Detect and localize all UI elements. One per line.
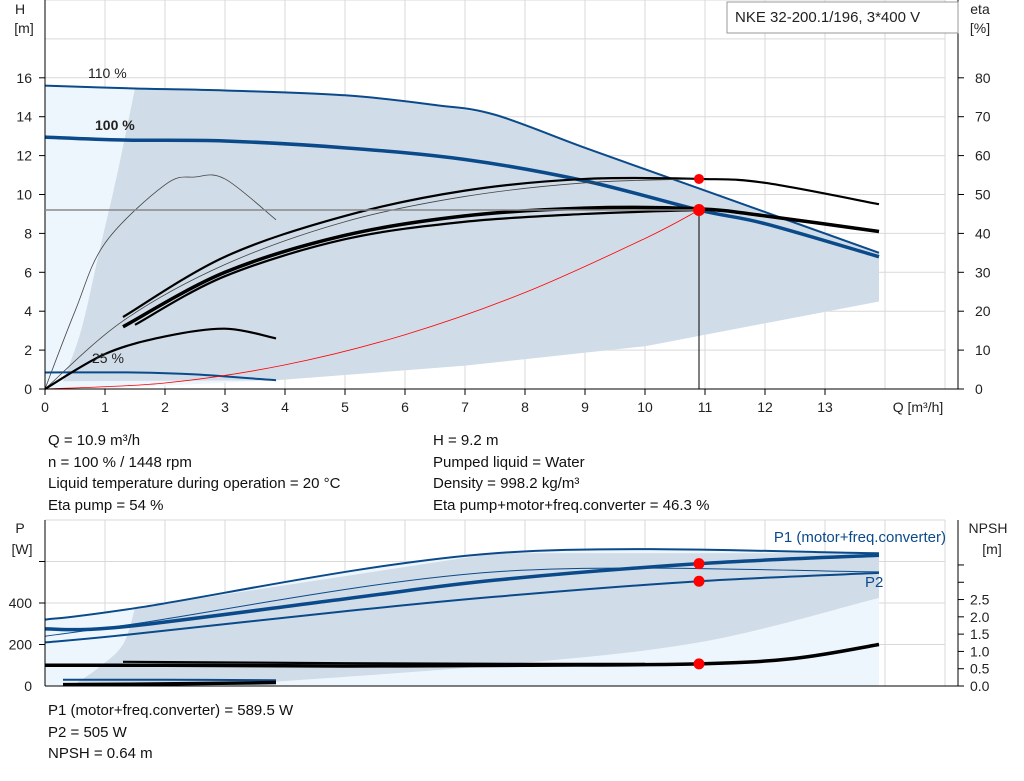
npsh-tick-label: 0.5 [970, 661, 990, 677]
pumped-liquid-value: Pumped liquid = Water [433, 453, 585, 471]
label-100-percent: 100 % [95, 117, 135, 133]
y-right-tick-label: 80 [975, 70, 991, 86]
p-axis-unit: [W] [12, 541, 33, 557]
p-tick-label: 400 [9, 595, 33, 611]
operating-region [63, 88, 879, 382]
curve-6 [134, 208, 700, 326]
y-tick-label: 4 [24, 303, 32, 319]
curve-7 [62, 680, 277, 687]
p1-value: P1 (motor+freq.converter) = 589.5 W [48, 702, 294, 719]
y-right-axis-title: eta [970, 1, 990, 17]
chart-title: NKE 32-200.1/196, 3*400 V [735, 9, 920, 26]
curve-6 [122, 660, 646, 666]
x-tick-label: 2 [161, 399, 169, 415]
y-axis-unit: [m] [14, 20, 33, 36]
x-tick-label: 12 [757, 399, 773, 415]
p1-series-label: P1 (motor+freq.converter) [774, 529, 946, 546]
curve-2 [44, 553, 880, 632]
y-tick-label: 0 [24, 381, 32, 397]
curve-9 [44, 209, 700, 390]
title-box [726, 1, 959, 34]
p2-value: P2 = 505 W [48, 723, 127, 741]
eta-total-value: Eta pump+motor+freq.converter = 46.3 % [433, 496, 710, 514]
curve-2 [44, 371, 277, 382]
npsh-axis-title: NPSH [969, 520, 1008, 536]
y-tick-label: 16 [16, 70, 32, 86]
x-tick-label: 5 [341, 399, 349, 415]
x-tick-label: 3 [221, 399, 229, 415]
p-tick-label: 200 [9, 637, 33, 653]
duty-point-eta [694, 173, 704, 184]
duty-point-p1 [693, 558, 705, 570]
curve-0 [44, 84, 880, 254]
x-tick-label: 1 [101, 399, 109, 415]
y-tick-label: 2 [24, 342, 32, 358]
head-value: H = 9.2 m [433, 432, 499, 449]
curve-8 [44, 327, 277, 390]
y-right-tick-label: 70 [975, 109, 991, 125]
curve-7 [44, 174, 277, 390]
x-tick-label: 7 [461, 399, 469, 415]
pump-curve-chart: 0 1 2 3 4 5 6 7 8 9 10 11 12 130246810121416010203040… [9, 0, 1008, 694]
y-right-axis-unit: [%] [970, 20, 990, 36]
y-right-tick-label: 50 [975, 187, 991, 203]
y-tick-label: 6 [24, 264, 32, 280]
x-tick-label: 11 [698, 399, 713, 415]
operating-region [75, 553, 879, 684]
curve-1 [44, 135, 880, 259]
y-tick-label: 12 [16, 148, 32, 164]
y-right-tick-label: 20 [975, 303, 991, 319]
y-right-tick-label: 0 [975, 381, 983, 397]
x-axis-title: Q [m³/h] [893, 399, 944, 415]
curve-3 [122, 176, 880, 318]
p-axis-title: P [15, 520, 24, 536]
y-right-tick-label: 10 [975, 342, 991, 358]
info-top-right: H = 9.2 m Pumped liquid = Water Density … [433, 430, 709, 516]
head-efficiency-chart: 0 1 2 3 4 5 6 7 8 9 10 11 12 130246810121416010203040… [14, 0, 991, 415]
liquid-temp-value: Liquid temperature during operation = 20… [48, 475, 341, 492]
label-25-percent: 25 % [92, 350, 124, 366]
npsh-tick-label: 1.0 [970, 643, 990, 659]
density-value: Density = 998.2 kg/m³ [433, 475, 580, 492]
npsh-value: NPSH = 0.64 m [48, 745, 153, 762]
y-tick-label: 10 [16, 187, 32, 203]
x-tick-label: 4 [281, 399, 289, 415]
y-axis-title: H [15, 1, 25, 17]
curve-4 [44, 178, 700, 390]
y-right-tick-label: 60 [975, 148, 991, 164]
npsh-tick-label: 2.0 [970, 609, 990, 625]
duty-point-npsh [693, 658, 705, 670]
npsh-tick-label: 2.5 [970, 592, 990, 608]
y-right-tick-label: 30 [975, 264, 991, 280]
p-tick-label: 0 [24, 678, 32, 694]
npsh-axis-unit: [m] [982, 541, 1001, 557]
curve-3 [44, 571, 880, 644]
speed-value: n = 100 % / 1448 rpm [48, 453, 192, 471]
x-tick-label: 6 [401, 399, 409, 415]
x-tick-label: 0 [41, 399, 49, 415]
flow-value: Q = 10.9 m³/h [48, 432, 141, 449]
p2-series-label: P2 [865, 574, 883, 591]
eta-pump-value: Eta pump = 54 % [48, 496, 164, 514]
curve-5 [44, 642, 880, 668]
curve-5 [122, 205, 880, 329]
y-tick-label: 14 [16, 109, 32, 125]
x-tick-label: 9 [581, 399, 589, 415]
y-right-tick-label: 40 [975, 225, 991, 241]
duty-point-p2 [693, 575, 705, 587]
x-tick-label: 8 [521, 399, 529, 415]
info-bottom: P1 (motor+freq.converter) = 589.5 W P2 =… [48, 700, 293, 765]
label-110-percent: 110 % [88, 65, 127, 81]
npsh-tick-label: 0.0 [970, 678, 990, 694]
x-tick-label: 10 [637, 399, 653, 415]
npsh-tick-label: 1.5 [970, 626, 990, 642]
power-npsh-chart: 0 200 400 0.00.5 1.01.52.02.5 P [W] NPSH [m] P1 (… [9, 519, 1008, 694]
info-top-left: Q = 10.9 m³/h n = 100 % / 1448 rpm Liqui… [48, 430, 340, 516]
x-tick-label: 13 [817, 399, 833, 415]
y-tick-label: 8 [24, 225, 32, 241]
curve-0 [44, 548, 880, 621]
duty-point-head [693, 204, 705, 217]
